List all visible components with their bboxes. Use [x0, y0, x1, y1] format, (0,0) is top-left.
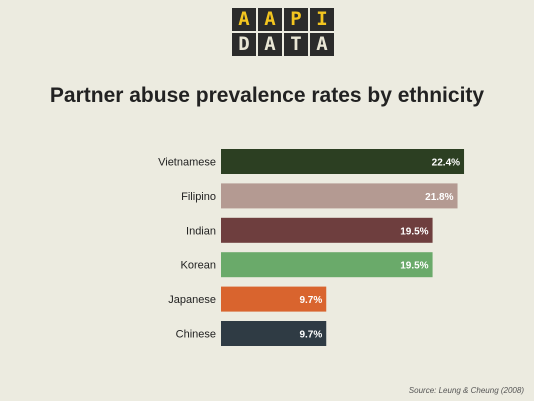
bar-value-label: 19.5% — [400, 226, 428, 237]
logo-letter-tile: I — [310, 8, 334, 31]
logo-letter-tile: A — [258, 33, 282, 56]
bar-value-label: 9.7% — [299, 330, 322, 341]
bar — [221, 286, 327, 312]
bar-value-label: 21.8% — [425, 192, 453, 203]
bar — [221, 252, 433, 278]
logo-letter-tile: P — [284, 8, 308, 31]
logo-letter-tile: A — [232, 8, 256, 31]
category-label: Filipino — [181, 191, 216, 203]
bar — [221, 183, 458, 209]
bar — [221, 321, 327, 346]
logo-letter-tile: T — [284, 33, 308, 56]
category-label: Korean — [181, 260, 216, 272]
bar-value-label: 19.5% — [400, 261, 428, 272]
logo-letter-tile: A — [310, 33, 334, 56]
bar — [221, 217, 433, 243]
bar-value-label: 9.7% — [299, 295, 322, 306]
chart-title: Partner abuse prevalence rates by ethnic… — [49, 84, 485, 107]
category-label: Vietnamese — [158, 157, 216, 169]
logo-letter-tile: D — [232, 33, 256, 56]
category-label: Japanese — [168, 294, 216, 306]
bar — [221, 149, 465, 174]
bar-value-label: 22.4% — [432, 158, 460, 169]
logo-letter-tile: A — [258, 8, 282, 31]
category-label: Indian — [186, 225, 216, 237]
category-label: Chinese — [176, 329, 216, 341]
source-note: Source: Leung & Cheung (2008) — [408, 386, 524, 395]
